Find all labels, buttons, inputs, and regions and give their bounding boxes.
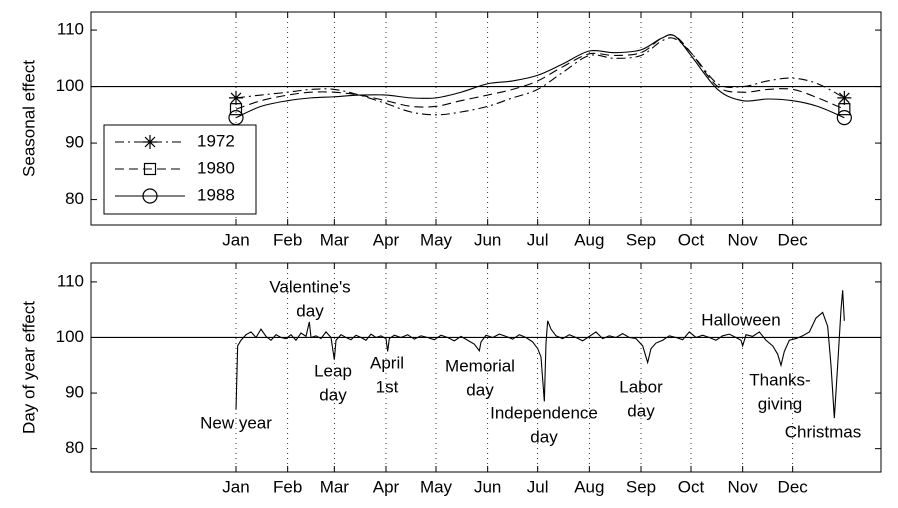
x-tick-label: Nov	[728, 477, 759, 496]
x-tick-label: Jun	[474, 477, 501, 496]
x-tick-label: Mar	[320, 230, 350, 249]
x-tick-label: Apr	[373, 230, 400, 249]
legend-marker	[143, 162, 157, 176]
annotation: Christmas	[785, 422, 862, 441]
y-tick-label: 100	[56, 76, 84, 95]
annotation: Memorial	[445, 356, 515, 375]
series-line	[235, 34, 845, 119]
marker-circle	[836, 110, 852, 126]
y-axis-label: Seasonal effect	[19, 60, 38, 177]
x-tick-label: Apr	[373, 477, 400, 496]
x-tick-label: May	[420, 230, 453, 249]
x-tick-label: Jul	[527, 230, 549, 249]
annotation: day	[296, 301, 324, 320]
annotation: day	[627, 401, 655, 420]
x-tick-label: Feb	[273, 477, 302, 496]
x-tick-label: Sep	[626, 477, 656, 496]
annotation: Valentine's	[269, 277, 350, 296]
annotation: giving	[758, 394, 802, 413]
legend-label: 1980	[197, 158, 235, 177]
y-tick-label: 80	[65, 189, 84, 208]
annotation: day	[530, 427, 558, 446]
x-tick-label: Jan	[222, 230, 249, 249]
y-tick-label: 90	[65, 383, 84, 402]
annotation: New year	[200, 413, 272, 432]
panel: Jan Feb Mar Apr May Jun Jul Aug Sep Oct Nov Dec 80 90…	[19, 11, 882, 249]
series-line	[235, 37, 845, 116]
legend-marker	[142, 188, 158, 204]
legend-label: 1972	[197, 131, 235, 150]
axes-frame	[90, 11, 882, 226]
axes-frame	[90, 262, 882, 473]
annotation: Independence	[490, 403, 598, 422]
marker-square	[838, 103, 851, 116]
marker-square	[229, 103, 243, 116]
y-tick-label: 100	[56, 327, 84, 346]
x-tick-label: Aug	[574, 477, 604, 496]
annotation: 1st	[376, 377, 399, 396]
x-tick-label: Jun	[474, 230, 501, 249]
x-tick-label: Dec	[778, 477, 809, 496]
x-tick-label: Mar	[320, 477, 350, 496]
x-tick-label: Feb	[273, 230, 302, 249]
panel: Jan Feb Mar Apr May Jun Jul Aug Sep Oct Nov Dec 80 90…	[19, 262, 882, 496]
series-line	[235, 34, 845, 110]
legend-marker	[143, 135, 157, 149]
y-tick-label: 80	[65, 438, 84, 457]
x-tick-label: Jul	[527, 477, 549, 496]
x-tick-label: Dec	[778, 230, 809, 249]
y-axis-label: Day of year effect	[19, 301, 38, 434]
annotation: Halloween	[701, 310, 780, 329]
y-tick-label: 110	[57, 271, 84, 290]
annotation: Labor	[619, 377, 663, 396]
annotation: Thanks-	[749, 370, 810, 389]
annotation: day	[466, 380, 494, 399]
legend-label: 1988	[197, 185, 235, 204]
x-tick-label: Oct	[678, 230, 705, 249]
x-tick-label: Nov	[728, 230, 759, 249]
x-tick-label: Jan	[222, 477, 249, 496]
marker-star	[229, 90, 243, 105]
x-tick-label: Oct	[678, 477, 705, 496]
marker-star	[837, 90, 852, 105]
x-tick-label: Sep	[626, 230, 656, 249]
y-tick-label: 110	[57, 20, 84, 39]
annotation: April	[370, 353, 404, 372]
x-tick-label: May	[420, 477, 453, 496]
y-tick-label: 90	[65, 133, 84, 152]
plot-area	[91, 263, 881, 472]
annotation: day	[319, 385, 347, 404]
x-tick-label: Aug	[574, 230, 604, 249]
annotation: Leap	[314, 361, 352, 380]
series-line	[235, 290, 845, 419]
